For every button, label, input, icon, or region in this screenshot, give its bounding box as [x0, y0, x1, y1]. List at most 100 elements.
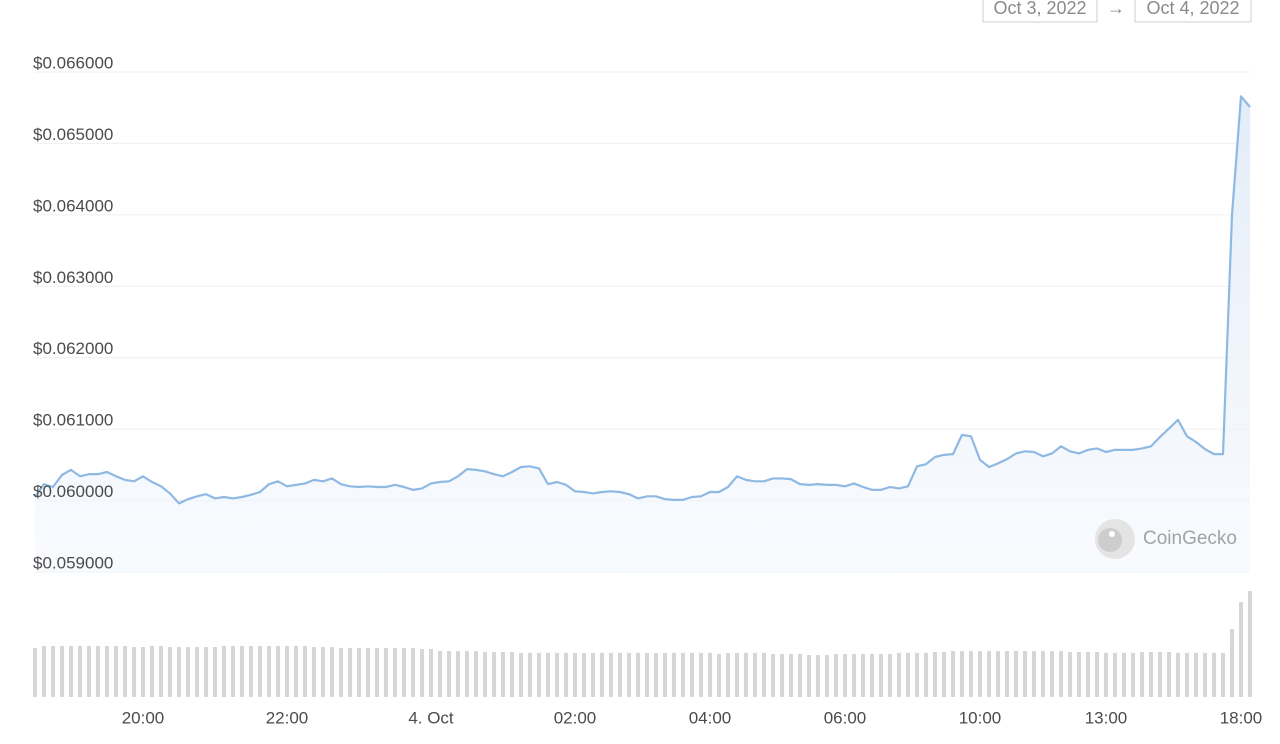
volume-bar	[717, 654, 721, 697]
volume-bar	[861, 654, 865, 697]
volume-bar	[744, 653, 748, 697]
volume-bar	[726, 653, 730, 697]
volume-bar	[672, 653, 676, 697]
volume-bar	[690, 653, 694, 697]
y-tick-label: $0.060000	[33, 482, 113, 501]
volume-bars	[33, 591, 1252, 697]
volume-bar	[663, 653, 667, 697]
plot	[34, 95, 1251, 572]
volume-bar	[456, 651, 460, 697]
volume-bar	[1068, 652, 1072, 697]
volume-bar	[888, 654, 892, 697]
volume-bar	[330, 647, 334, 697]
volume-bar	[294, 646, 298, 697]
volume-bar	[213, 647, 217, 697]
volume-bar	[924, 653, 928, 697]
volume-bar	[1023, 651, 1027, 697]
volume-bar	[1212, 653, 1216, 697]
volume-bar	[996, 651, 1000, 697]
y-tick-label: $0.061000	[33, 411, 113, 430]
volume-bar	[618, 653, 622, 697]
volume-bar	[186, 647, 190, 697]
volume-bar	[348, 648, 352, 697]
volume-bar	[942, 652, 946, 697]
volume-bar	[699, 653, 703, 697]
volume-bar	[645, 653, 649, 697]
volume-bar	[816, 655, 820, 697]
volume-bar	[1203, 653, 1207, 697]
volume-bar	[60, 646, 64, 697]
volume-bar	[1005, 651, 1009, 697]
volume-bar	[411, 648, 415, 697]
volume-bar	[177, 647, 181, 697]
volume-bar	[276, 646, 280, 697]
volume-bar	[222, 646, 226, 697]
volume-bar	[555, 653, 559, 697]
volume-bar	[897, 653, 901, 697]
volume-bar	[483, 652, 487, 697]
volume-bar	[762, 653, 766, 697]
volume-bar	[528, 653, 532, 697]
volume-bar	[1014, 651, 1018, 697]
volume-bar	[87, 646, 91, 697]
volume-bar	[357, 648, 361, 697]
volume-bar	[906, 653, 910, 697]
volume-bar	[312, 647, 316, 697]
watermark-logo-eye	[1109, 531, 1115, 537]
volume-bar	[339, 648, 343, 697]
y-tick-label: $0.066000	[33, 53, 113, 72]
y-tick-label: $0.065000	[33, 125, 113, 144]
volume-bar	[303, 646, 307, 697]
start-date[interactable]: Oct 3, 2022	[993, 0, 1086, 18]
volume-bar	[1104, 653, 1108, 697]
watermark: CoinGecko	[1095, 519, 1237, 559]
volume-bar	[1176, 653, 1180, 697]
volume-bar	[582, 653, 586, 697]
volume-bar	[267, 646, 271, 697]
volume-bar	[627, 653, 631, 697]
volume-bar	[681, 653, 685, 697]
x-tick-label: 10:00	[959, 708, 1002, 727]
volume-bar	[564, 653, 568, 697]
volume-bar	[159, 646, 163, 697]
volume-bar	[168, 647, 172, 697]
volume-bar	[1113, 653, 1117, 697]
volume-bar	[708, 653, 712, 697]
volume-bar	[1158, 652, 1162, 697]
volume-bar	[132, 647, 136, 697]
volume-bar	[402, 648, 406, 697]
volume-bar	[834, 654, 838, 697]
volume-bar	[1221, 653, 1225, 697]
volume-bar	[465, 651, 469, 697]
x-tick-label: 20:00	[122, 708, 165, 727]
volume-bar	[375, 648, 379, 697]
volume-bar	[195, 647, 199, 697]
volume-bar	[969, 651, 973, 697]
volume-bar	[1140, 652, 1144, 697]
volume-bar	[870, 654, 874, 697]
price-area	[35, 96, 1250, 572]
start-date-box[interactable]	[982, 0, 1098, 23]
volume-bar	[1050, 651, 1054, 697]
volume-bar	[420, 649, 424, 697]
y-tick-label: $0.064000	[33, 196, 113, 215]
volume-bar	[501, 652, 505, 697]
volume-bar	[1167, 652, 1171, 697]
end-date[interactable]: Oct 4, 2022	[1146, 0, 1239, 18]
volume-bar	[879, 654, 883, 697]
volume-bar	[843, 654, 847, 697]
volume-bar	[636, 653, 640, 697]
volume-bar	[366, 648, 370, 697]
volume-bar	[780, 654, 784, 697]
volume-bar	[654, 653, 658, 697]
volume-bar	[915, 653, 919, 697]
volume-bar	[384, 648, 388, 697]
volume-bar	[1059, 651, 1063, 697]
x-tick-label: 18:00	[1220, 708, 1263, 727]
volume-bar	[42, 646, 46, 697]
volume-bar	[852, 654, 856, 697]
end-date-box[interactable]	[1134, 0, 1252, 23]
volume-bar	[1239, 602, 1243, 697]
volume-bar	[1131, 653, 1135, 697]
